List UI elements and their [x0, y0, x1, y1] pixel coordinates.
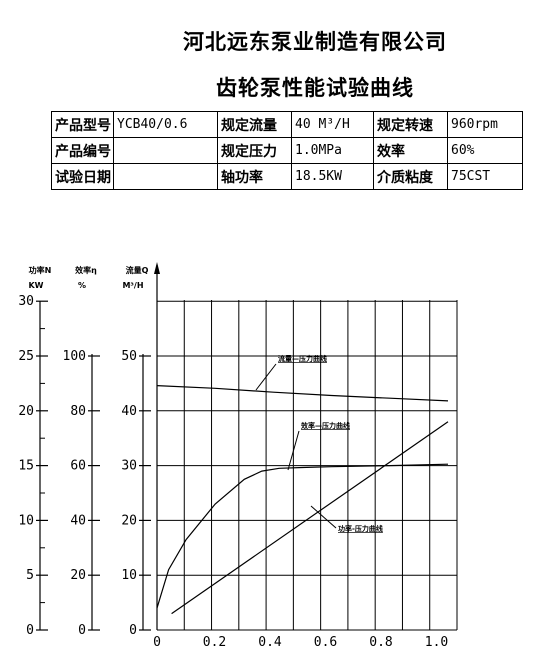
efficiency-axis-tick-label: 100	[63, 349, 86, 364]
power-axis-tick-label: 10	[18, 513, 34, 528]
flow-axis-arrow	[154, 262, 160, 274]
spec-row: 产品型号 YCB40/0.6 规定流量 40 M³/H 规定转速 960rpm	[51, 111, 523, 138]
power-axis-label: 功率N	[29, 265, 52, 275]
series-leader	[310, 505, 337, 529]
series-leader	[287, 430, 300, 471]
flow-axis-tick-label: 30	[121, 459, 137, 474]
efficiency-axis-label: 效率η	[75, 265, 97, 275]
series-line	[171, 421, 449, 615]
spec-value: 960rpm	[447, 111, 523, 138]
efficiency-axis-tick-label: 80	[70, 404, 86, 419]
series-label: 流量—压力曲线	[278, 354, 327, 363]
spec-row: 产品编号 规定压力 1.0MPa 效率 60%	[51, 137, 523, 164]
series-line	[156, 463, 449, 609]
spec-value	[113, 137, 218, 164]
power-axis-tick-label: 5	[26, 568, 34, 583]
series-label: 效率—压力曲线	[301, 421, 350, 430]
spec-value: 75CST	[447, 163, 523, 190]
spec-label: 轴功率	[217, 163, 292, 190]
x-tick-label: 0.4	[258, 635, 282, 650]
power-axis-tick-label: 25	[18, 349, 34, 364]
flow-axis-tick-label: 50	[121, 349, 137, 364]
power-axis-unit: KW	[28, 281, 43, 290]
spec-row: 试验日期 轴功率 18.5KW 介质粘度 75CST	[51, 163, 523, 190]
series-label: 功率-压力曲线	[338, 524, 383, 533]
spec-label: 产品编号	[51, 137, 114, 164]
efficiency-axis-tick-label: 20	[70, 568, 86, 583]
spec-table: 产品型号 YCB40/0.6 规定流量 40 M³/H 规定转速 960rpm 产品编号 规定…	[51, 111, 523, 190]
spec-label: 规定流量	[217, 111, 292, 138]
x-tick-label: 0.6	[314, 635, 337, 650]
series-line	[156, 385, 449, 402]
flow-axis-unit: M³/H	[122, 281, 143, 290]
x-tick-label: 0.2	[203, 635, 226, 650]
flow-axis-tick-label: 20	[121, 513, 137, 528]
power-axis-tick-label: 0	[26, 623, 34, 638]
efficiency-axis-tick-label: 40	[70, 513, 86, 528]
series-leader	[255, 363, 277, 391]
x-tick-label: 0	[153, 635, 161, 650]
flow-axis-label: 流量Q	[126, 265, 149, 275]
spec-label: 产品型号	[51, 111, 114, 138]
spec-value	[113, 163, 218, 190]
efficiency-axis-tick-label: 0	[78, 623, 86, 638]
flow-axis-tick-label: 40	[121, 404, 137, 419]
flow-axis-tick-label: 10	[121, 568, 137, 583]
spec-value: 18.5KW	[291, 163, 374, 190]
efficiency-axis-tick-label: 60	[70, 459, 86, 474]
efficiency-axis-unit: %	[78, 281, 86, 290]
x-tick-label: 0.8	[369, 635, 392, 650]
power-axis-tick-label: 15	[18, 459, 34, 474]
chart-title: 齿轮泵性能试验曲线	[216, 75, 414, 100]
x-tick-label: 1.0	[425, 635, 448, 650]
spec-label: 规定压力	[217, 137, 292, 164]
flow-axis-tick-label: 0	[129, 623, 137, 638]
spec-value: 1.0MPa	[291, 137, 374, 164]
company-name: 河北远东泵业制造有限公司	[183, 29, 447, 54]
power-axis-tick-label: 30	[18, 294, 34, 309]
spec-label: 介质粘度	[373, 163, 448, 190]
power-axis-tick-label: 20	[18, 404, 34, 419]
